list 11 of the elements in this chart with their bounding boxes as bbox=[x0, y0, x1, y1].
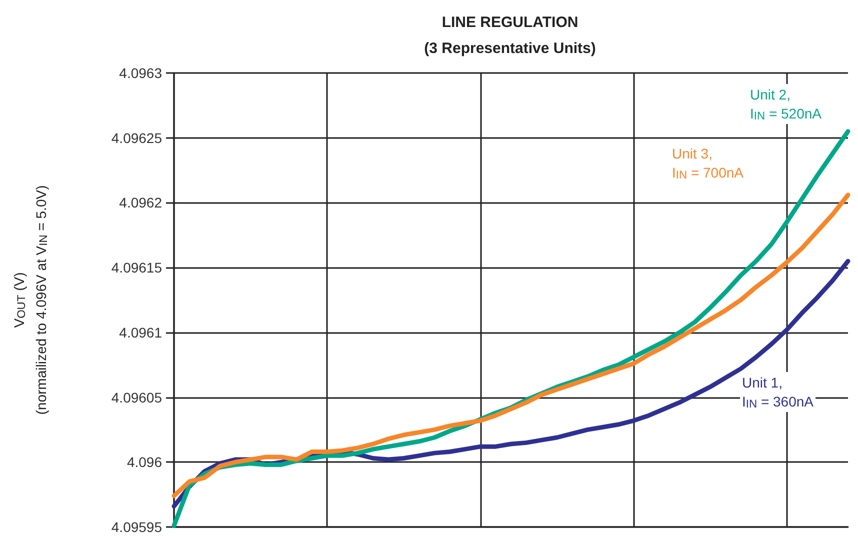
line-series bbox=[172, 192, 850, 498]
y-tick-label: 4.0963 bbox=[119, 65, 162, 81]
y-tick-label: 4.09595 bbox=[111, 519, 162, 535]
chart-subtitle: (3 Representative Units) bbox=[424, 40, 596, 57]
chart-title: LINE REGULATION bbox=[442, 14, 578, 31]
y-tick-label: 4.0961 bbox=[119, 324, 162, 340]
y-tick-label: 4.09605 bbox=[111, 389, 162, 406]
y-tick-label: 4.09615 bbox=[111, 260, 162, 276]
y-tick-label: 4.0962 bbox=[119, 194, 162, 211]
y-tick-label: 4.09625 bbox=[111, 130, 162, 146]
y-tick-label: 4.096 bbox=[126, 454, 162, 470]
